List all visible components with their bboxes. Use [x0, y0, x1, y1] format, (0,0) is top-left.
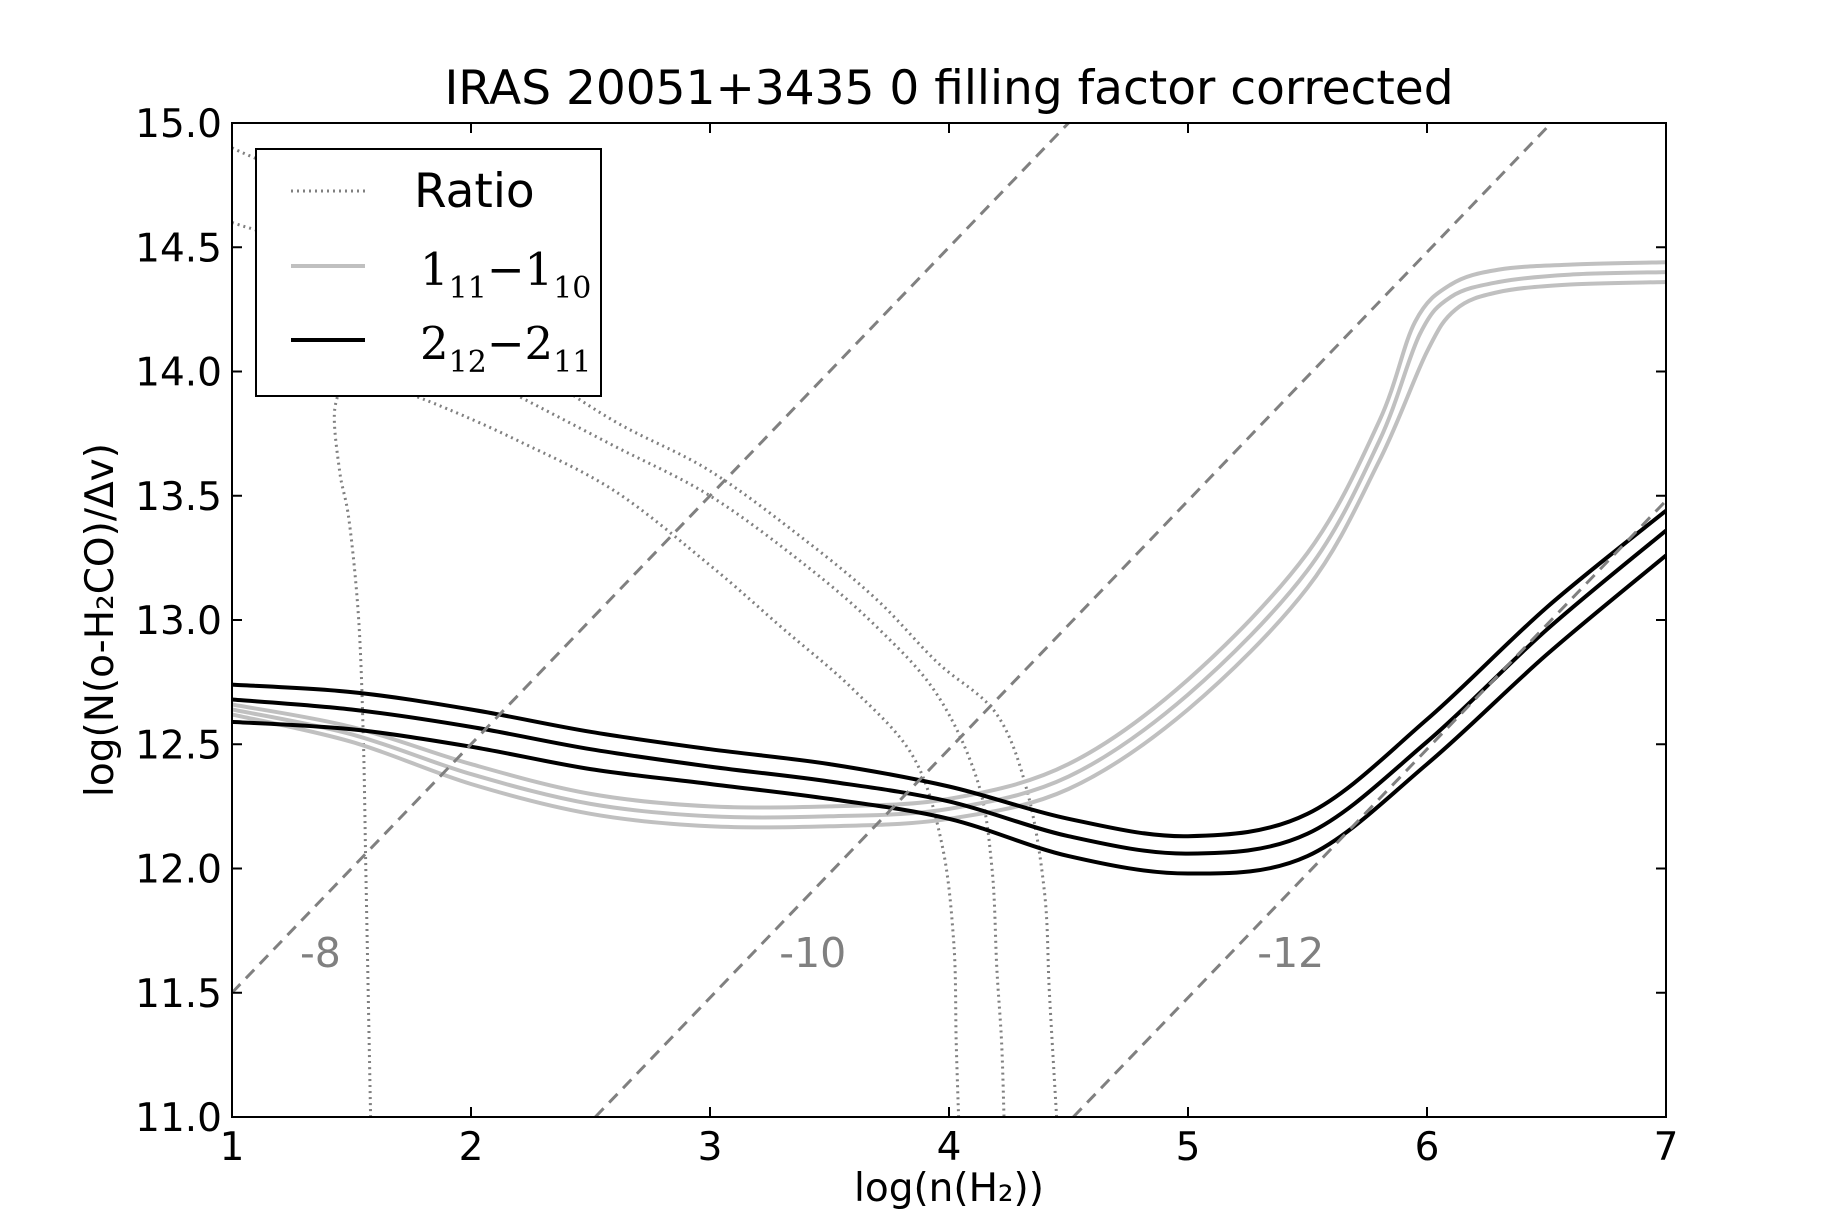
legend-2-sub2: 11	[553, 345, 591, 380]
x-tick-label: 2	[459, 1125, 484, 1170]
legend-2-base: 2	[420, 317, 449, 370]
legend-2-sep: −	[487, 317, 525, 370]
series-line-1_11-1_10-3	[232, 260, 1666, 810]
y-tick-label: 11.0	[135, 1096, 222, 1141]
series-line-ratio-1	[232, 221, 1006, 1117]
legend-1-sub: 11	[449, 271, 487, 306]
series-line-abundance-9	[232, 123, 1070, 994]
y-tick-label: 12.5	[135, 723, 222, 768]
y-tick-label: 12.0	[135, 848, 222, 893]
x-tick-label: 3	[698, 1125, 723, 1170]
series-line-abundance-11	[1072, 499, 1666, 1117]
legend-1-base2: 1	[525, 243, 554, 296]
series-line-2_12-2_11-8	[232, 553, 1666, 876]
legend-label-2-12-2-11: 212−211	[420, 317, 591, 380]
y-tick-label: 14.0	[135, 351, 222, 396]
x-tick-label: 4	[937, 1125, 962, 1170]
series-line-1_11-1_10-4	[232, 270, 1666, 820]
y-axis: 11.0 11.5 12.0 12.5 13.0 13.5 14.0 14.5 15.0	[135, 102, 1666, 1141]
x-tick-label: 7	[1654, 1125, 1679, 1170]
series-line-2_12-2_11-6	[232, 509, 1666, 839]
y-tick-label: 14.5	[135, 226, 222, 271]
legend-2-sub: 12	[449, 345, 487, 380]
legend-box	[255, 148, 602, 397]
legend-label-ratio: Ratio	[414, 164, 535, 219]
legend-label-1-11-1-10: 111−110	[420, 243, 591, 306]
annotation-label: -12	[1257, 929, 1324, 977]
annotation-label: -10	[779, 929, 846, 977]
x-tick-label: 1	[220, 1125, 245, 1170]
chart-title: IRAS 20051+3435 0 filling factor correct…	[444, 61, 1453, 116]
series-line-abundance-10	[594, 123, 1553, 1117]
y-tick-label: 13.0	[135, 599, 222, 644]
annotation-layer: -8 -10 -12	[300, 929, 1324, 977]
annotation-label: -8	[300, 929, 341, 977]
legend-1-base: 1	[420, 243, 449, 296]
series-line-2_12-2_11-7	[232, 528, 1666, 856]
legend-2-base2: 2	[525, 317, 554, 370]
x-tick-label: 6	[1415, 1125, 1440, 1170]
y-tick-label: 11.5	[135, 972, 222, 1017]
x-tick-label: 5	[1176, 1125, 1201, 1170]
y-axis-label: log(N(o-H₂CO)/Δv)	[78, 443, 123, 797]
x-axis-label: log(n(H₂))	[854, 1166, 1044, 1211]
legend-1-sub2: 10	[553, 271, 591, 306]
legend-1-sep: −	[487, 243, 525, 296]
y-tick-label: 15.0	[135, 102, 222, 147]
series-layer	[232, 123, 1666, 1117]
legend: Ratio 111−110 212−211	[255, 148, 602, 397]
y-tick-label: 13.5	[135, 475, 222, 520]
series-line-1_11-1_10-5	[232, 280, 1666, 830]
